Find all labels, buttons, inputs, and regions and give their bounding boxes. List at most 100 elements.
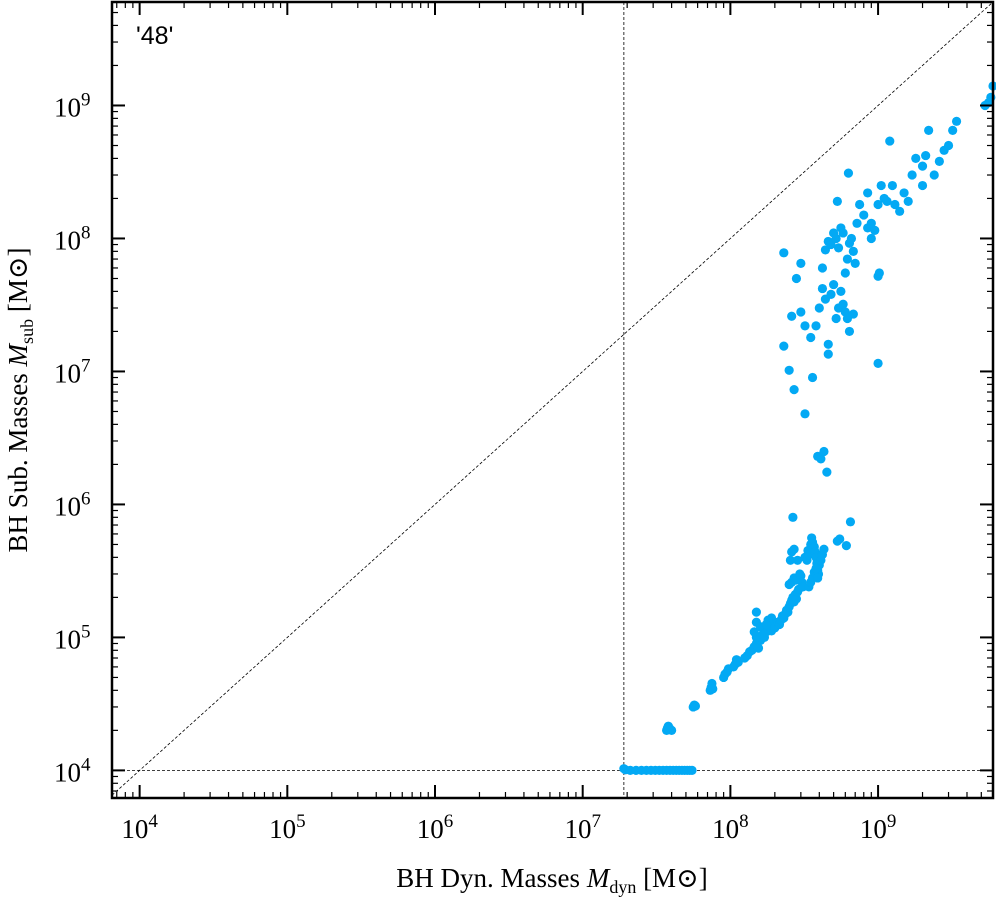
data-point	[822, 467, 832, 477]
data-point	[873, 358, 883, 368]
data-point	[841, 541, 851, 551]
data-point	[948, 125, 958, 135]
data-point	[943, 140, 954, 151]
data-point	[811, 321, 821, 331]
data-point	[813, 573, 823, 583]
x-tick-base: 10	[564, 814, 591, 844]
data-point	[873, 199, 883, 210]
data-point	[787, 311, 797, 321]
y-tick-exponent: 4	[81, 754, 91, 775]
data-point	[788, 512, 798, 522]
data-point	[911, 153, 921, 163]
y-tick-base: 10	[54, 624, 81, 654]
data-point	[917, 161, 928, 171]
data-point	[819, 446, 829, 457]
data-point	[866, 233, 876, 244]
y-tick-exponent: 9	[81, 89, 91, 110]
plot-frame	[110, 0, 995, 800]
y-tick-base: 10	[54, 92, 81, 122]
data-point	[796, 307, 806, 317]
data-point	[844, 326, 855, 337]
data-point	[917, 180, 928, 191]
x-tick-exponent: 6	[444, 811, 454, 832]
data-point	[823, 339, 833, 349]
data-point	[814, 303, 824, 313]
data-points	[619, 81, 996, 775]
data-point	[838, 228, 848, 238]
x-tick-base: 10	[860, 814, 887, 844]
data-point	[779, 341, 789, 351]
data-point	[850, 258, 860, 268]
data-point	[789, 385, 799, 395]
data-point	[807, 372, 818, 383]
data-point	[816, 454, 826, 464]
data-point	[859, 210, 869, 220]
data-point	[811, 563, 821, 574]
data-point	[903, 196, 913, 206]
y-tick-base: 10	[54, 757, 81, 787]
data-point	[921, 150, 931, 161]
data-point	[852, 218, 862, 228]
x-tick-label: 105	[269, 811, 306, 844]
data-point	[831, 313, 841, 324]
data-point	[800, 409, 810, 419]
data-point	[874, 268, 884, 278]
data-point	[800, 321, 810, 331]
data-point	[848, 309, 858, 319]
data-point	[785, 555, 796, 565]
y-tick-exponent: 5	[81, 621, 91, 642]
x-tick-exponent: 8	[739, 811, 749, 832]
data-point	[826, 289, 836, 299]
data-point	[832, 196, 842, 206]
data-point	[838, 299, 848, 309]
y-tick-label: 105	[54, 621, 91, 654]
data-point	[890, 199, 900, 210]
y-tick-label: 107	[54, 355, 91, 388]
data-point	[899, 188, 909, 198]
data-point	[749, 627, 759, 637]
data-point	[826, 239, 836, 250]
data-point	[751, 607, 761, 617]
x-tick-exponent: 5	[296, 811, 306, 832]
data-point	[829, 279, 839, 290]
data-point	[733, 657, 743, 667]
data-point	[840, 268, 850, 278]
data-point	[817, 283, 828, 294]
data-point	[866, 218, 876, 228]
y-tick-base: 10	[54, 491, 81, 521]
data-point	[855, 199, 865, 210]
identity-reference-line	[111, 1, 994, 796]
data-point	[796, 258, 806, 268]
x-tick-label: 107	[564, 811, 601, 844]
data-point	[848, 246, 858, 256]
y-tick-label: 106	[54, 488, 91, 521]
data-point	[907, 170, 917, 180]
data-point	[929, 170, 939, 180]
data-point	[817, 263, 828, 273]
x-tick-label: 108	[712, 811, 749, 844]
data-point	[951, 116, 962, 126]
data-point	[753, 643, 764, 653]
panel-tag: '48'	[136, 22, 173, 50]
y-tick-exponent: 8	[81, 222, 91, 243]
data-point	[690, 701, 701, 711]
data-point	[846, 233, 857, 244]
data-point	[833, 243, 844, 253]
data-point	[870, 225, 880, 235]
data-point	[934, 156, 944, 166]
x-tick-base: 10	[712, 814, 739, 844]
x-tick-exponent: 7	[591, 811, 601, 832]
y-tick-label: 109	[54, 89, 91, 122]
data-point	[842, 254, 853, 264]
data-point	[662, 723, 673, 733]
data-point	[791, 273, 802, 284]
data-point	[779, 248, 789, 258]
data-point	[791, 594, 802, 604]
x-tick-label: 104	[121, 811, 158, 844]
x-axis-label: BH Dyn. Masses Mdyn [M⊙]	[396, 863, 707, 897]
y-tick-base: 10	[54, 225, 81, 255]
x-tick-label: 109	[860, 811, 897, 844]
data-point	[708, 684, 718, 694]
